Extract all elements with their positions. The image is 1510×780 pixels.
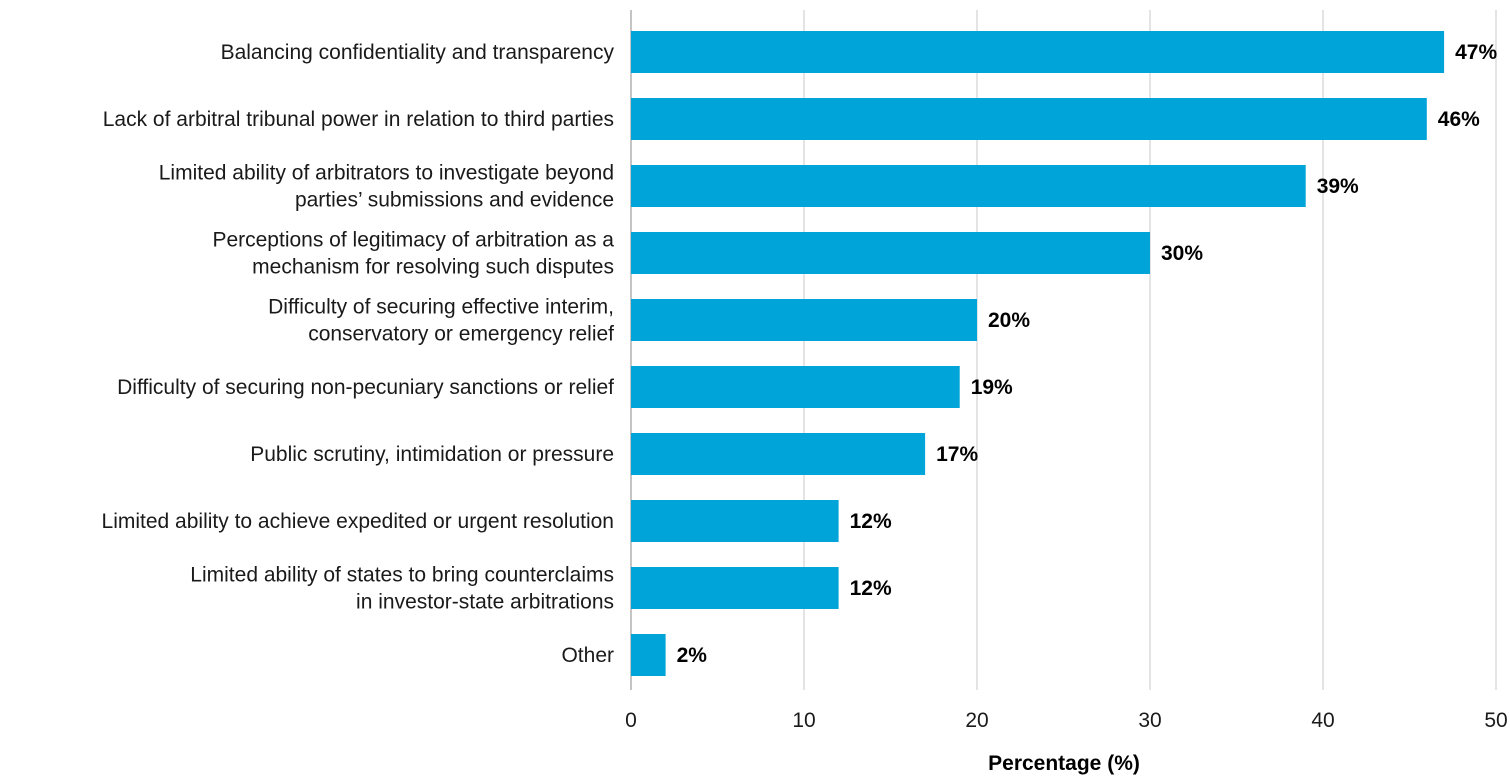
x-tick-label: 50 — [1484, 709, 1507, 732]
value-labels: 47% 46% 39% 30% 20% 19% 17% 12% 12% 2% — [677, 41, 1498, 667]
x-tick-label: 30 — [1138, 709, 1161, 732]
bar — [631, 366, 960, 408]
data-label: 47% — [1455, 41, 1497, 64]
data-label: 12% — [850, 510, 892, 533]
category-labels: Balancing confidentiality and transparen… — [102, 41, 615, 667]
data-label: 19% — [971, 376, 1013, 399]
category-label: Limited ability of states to bring count… — [190, 564, 614, 614]
bar — [631, 567, 839, 609]
category-label: Lack of arbitral tribunal power in relat… — [103, 108, 614, 131]
data-label: 20% — [988, 309, 1030, 332]
category-label: Balancing confidentiality and transparen… — [221, 41, 615, 64]
bar — [631, 165, 1306, 207]
x-tick-label: 40 — [1311, 709, 1334, 732]
bar — [631, 232, 1150, 274]
bar — [631, 500, 839, 542]
bar — [631, 299, 977, 341]
x-tick-labels: 0 10 20 30 40 50 — [625, 709, 1508, 732]
data-label: 39% — [1317, 175, 1359, 198]
data-label: 17% — [936, 443, 978, 466]
category-label: Perceptions of legitimacy of arbitration… — [212, 229, 614, 279]
x-tick-label: 0 — [625, 709, 637, 732]
bar — [631, 433, 926, 475]
data-label: 12% — [850, 577, 892, 600]
x-tick-label: 20 — [965, 709, 988, 732]
data-label: 2% — [677, 644, 708, 667]
bar — [631, 634, 666, 676]
bar — [631, 31, 1445, 73]
data-label: 30% — [1161, 242, 1203, 265]
bars — [631, 31, 1445, 676]
x-tick-label: 10 — [792, 709, 815, 732]
bar — [631, 98, 1427, 140]
x-axis-title: Percentage (%) — [988, 752, 1140, 775]
data-label: 46% — [1438, 108, 1480, 131]
category-label: Other — [561, 644, 614, 667]
category-label: Difficulty of securing non-pecuniary san… — [117, 376, 614, 399]
category-label: Public scrutiny, intimidation or pressur… — [250, 443, 614, 466]
category-label: Difficulty of securing effective interim… — [268, 296, 614, 346]
category-label: Limited ability to achieve expedited or … — [102, 510, 614, 533]
category-label: Limited ability of arbitrators to invest… — [159, 162, 614, 212]
